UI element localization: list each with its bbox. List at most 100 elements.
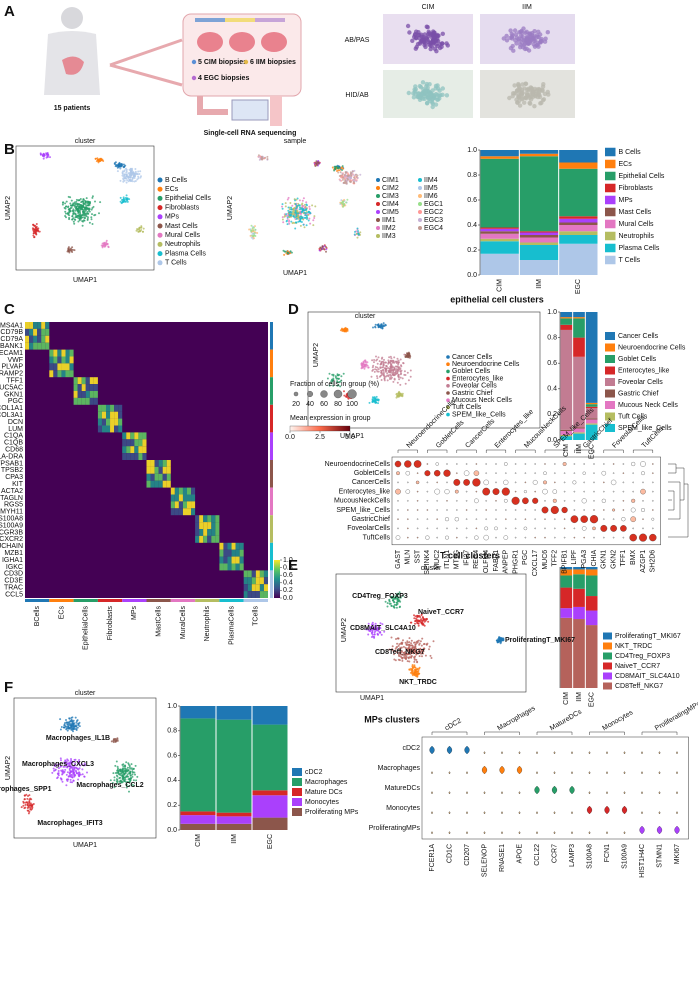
umap-point bbox=[376, 377, 379, 380]
umap-point bbox=[397, 391, 400, 394]
x-tick-label: IIM bbox=[576, 444, 583, 454]
dot bbox=[534, 463, 536, 465]
umap-point bbox=[98, 212, 100, 215]
heatmap-cell bbox=[187, 487, 192, 495]
umap-point bbox=[284, 205, 287, 208]
group-bar bbox=[270, 377, 273, 405]
legend-label: Mucous Neck Cells bbox=[452, 397, 512, 404]
dot bbox=[397, 500, 399, 502]
umap-point bbox=[129, 175, 132, 178]
gene-label: FCER1A bbox=[429, 844, 436, 872]
heatmap-cell bbox=[97, 404, 102, 412]
bar-segment bbox=[519, 231, 559, 233]
umap-point bbox=[393, 356, 396, 359]
legend-marker bbox=[157, 186, 163, 192]
dot bbox=[532, 479, 538, 485]
bar-segment bbox=[480, 150, 519, 157]
umap-point bbox=[415, 640, 418, 643]
legend-swatch bbox=[605, 231, 616, 241]
umap-point bbox=[139, 170, 142, 173]
dot bbox=[561, 506, 568, 514]
legend-swatch bbox=[603, 652, 612, 660]
umap-point bbox=[411, 91, 416, 96]
legend-label: Fibroblasts bbox=[619, 185, 654, 192]
umap-point bbox=[251, 227, 254, 230]
umap-point bbox=[374, 397, 377, 400]
umap-point bbox=[140, 175, 142, 178]
umap-point bbox=[125, 761, 128, 764]
bar-segment bbox=[519, 156, 559, 232]
umap-point bbox=[381, 366, 384, 369]
cluster-label: ProliferatingT_MKI67 bbox=[505, 637, 575, 644]
heatmap-cell bbox=[118, 425, 123, 433]
umap-point bbox=[35, 233, 38, 236]
umap-point bbox=[88, 202, 91, 205]
umap-point bbox=[91, 213, 93, 216]
bar-segment bbox=[573, 337, 585, 357]
legend-label: Neuroendocrine Cells bbox=[618, 344, 686, 351]
dot bbox=[524, 509, 527, 511]
umap-point bbox=[398, 378, 401, 381]
umap-point bbox=[23, 807, 26, 810]
umap-point bbox=[355, 180, 358, 183]
umap-point bbox=[414, 666, 417, 669]
dot bbox=[544, 518, 546, 520]
umap-point bbox=[88, 209, 90, 212]
umap-point bbox=[429, 654, 432, 657]
legend-swatch bbox=[605, 401, 615, 409]
umap-point bbox=[57, 773, 60, 776]
umap-point bbox=[305, 212, 308, 215]
dot bbox=[436, 518, 438, 520]
dot bbox=[534, 472, 536, 474]
umap-point bbox=[79, 198, 82, 200]
violin bbox=[641, 811, 643, 815]
umap-point bbox=[507, 95, 512, 101]
umap-point bbox=[392, 372, 394, 375]
umap-point bbox=[395, 372, 398, 375]
umap-point bbox=[504, 38, 510, 43]
umap-point bbox=[418, 643, 421, 646]
umap-point bbox=[68, 209, 71, 212]
umap-point bbox=[397, 363, 400, 366]
heatmap-cell bbox=[93, 377, 98, 385]
umap-point bbox=[70, 773, 73, 776]
umap-point bbox=[385, 365, 388, 368]
umap-point bbox=[80, 205, 83, 208]
gene-label: MKI67 bbox=[674, 844, 681, 864]
heatmap-cell bbox=[57, 349, 62, 357]
umap-point bbox=[82, 220, 84, 223]
dot bbox=[485, 518, 487, 520]
gene-label: AZGP1 bbox=[640, 550, 647, 573]
bar-segment bbox=[559, 243, 598, 275]
heatmap-cell bbox=[25, 328, 30, 336]
umap-point bbox=[386, 605, 389, 608]
heatmap-cell bbox=[187, 508, 192, 516]
heatmap-cell bbox=[231, 542, 236, 550]
cell-type-label: PlasmaCells bbox=[228, 606, 235, 645]
cell-type-label: Fibroblasts bbox=[107, 606, 114, 641]
umap-point bbox=[374, 323, 377, 326]
dot bbox=[562, 462, 567, 466]
heatmap-cell bbox=[219, 563, 224, 571]
dot bbox=[426, 481, 429, 484]
bar-segment bbox=[585, 406, 598, 408]
umap-point bbox=[77, 723, 80, 725]
umap-point bbox=[389, 376, 392, 379]
cell-type-label: ECs bbox=[58, 606, 65, 620]
umap-point bbox=[83, 217, 86, 219]
umap-point bbox=[425, 618, 428, 621]
heatmap-cell bbox=[57, 356, 62, 364]
umap-point bbox=[303, 216, 306, 219]
axis-label: UMAP2 bbox=[227, 196, 234, 220]
umap-point bbox=[421, 619, 424, 622]
dot bbox=[652, 509, 654, 511]
group-bar bbox=[270, 432, 273, 460]
umap-point bbox=[295, 221, 297, 224]
umap-point bbox=[336, 377, 339, 380]
umap-point bbox=[76, 719, 79, 722]
heatmap-cell bbox=[239, 563, 244, 571]
panel-letter: C bbox=[4, 301, 15, 318]
umap-point bbox=[354, 230, 356, 233]
umap-point bbox=[31, 227, 34, 230]
dot bbox=[572, 480, 577, 485]
